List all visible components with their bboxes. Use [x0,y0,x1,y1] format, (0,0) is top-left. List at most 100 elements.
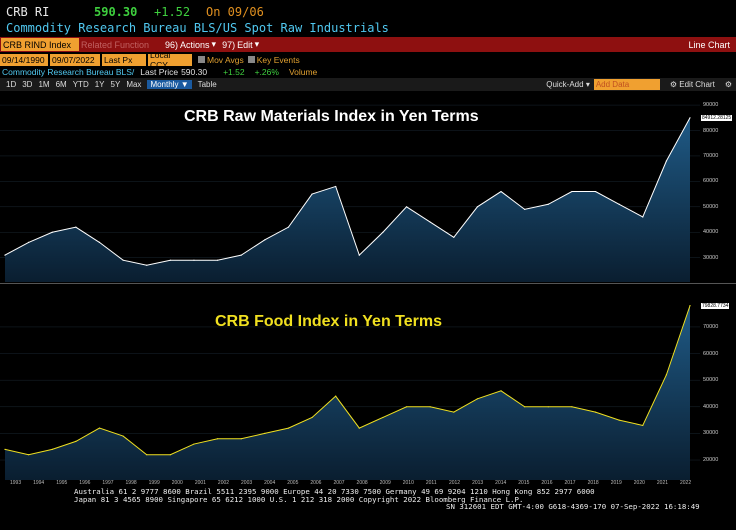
start-date-field[interactable]: 09/14/1990 [0,53,48,66]
x-axis: 1993 1994 1995 1996 1997 1998 1999 2000 2001 2002… [0,480,700,488]
legend-info-row: Commodity Research Bureau BLS/ Last Pric… [0,66,736,78]
security-input[interactable]: CRB RIND Index [1,38,79,51]
data-point [335,185,337,188]
data-point [193,259,195,261]
data-point [665,160,667,162]
y-tick-label: 70000 [703,152,719,159]
x-tick-label: 2019 [610,480,622,486]
raw-materials-chart[interactable] [0,92,700,282]
x-tick-label: 1999 [148,480,160,486]
data-point [51,448,53,450]
x-tick-label: 2013 [472,480,484,486]
actions-menu[interactable]: 96) Actions ▾ [165,39,216,50]
food-y-axis: 70000 60000 50000 40000 30000 20000 79828.7734 [700,285,736,480]
x-tick-label: 2015 [518,480,530,486]
price-field-select[interactable]: Last Px [102,53,146,66]
currency-select[interactable]: Local CCY [148,50,192,70]
data-point [98,241,101,243]
chevron-down-icon: ▼ [180,80,189,89]
y-tick-label: 40000 [703,229,719,236]
data-point [75,440,77,442]
volume-label: Volume [288,67,318,77]
range-button-max[interactable]: Max [126,80,142,89]
x-tick-label: 2004 [264,480,276,486]
data-point [287,226,290,228]
end-date-field[interactable]: 09/07/2022 [50,53,100,66]
key-events-label: Key Events [256,54,300,65]
y-tick-label: 20000 [703,457,719,464]
data-point [169,454,171,456]
footer-session: SN 312601 EDT GMT-4:00 G618-4369-170 07-… [446,502,700,512]
data-point [240,254,242,256]
data-point [453,236,455,238]
x-tick-label: 2006 [310,480,322,486]
data-point [429,221,431,223]
settings-icon[interactable]: ⚙ [724,80,732,89]
data-point [122,259,124,261]
data-point [216,259,219,261]
chevron-down-icon: ▾ [585,80,590,89]
security-description: Commodity Research Bureau BLS/US Spot Ra… [6,21,389,35]
last-price-label: Last Price [140,67,179,77]
range-button-3d[interactable]: 3D [22,80,33,89]
data-point [429,406,431,408]
x-tick-label: 2016 [541,480,553,486]
range-button-1y[interactable]: 1Y [94,80,105,89]
range-button-6m[interactable]: 6M [55,80,67,89]
mov-avgs-toggle[interactable]: Mov Avgs [198,55,244,65]
data-point [524,406,526,408]
food-chart[interactable] [0,285,700,480]
mov-avgs-label: Mov Avgs [207,54,244,65]
parameter-row: 09/14/1990 09/07/2022 Last Px Local CCY … [0,50,736,70]
data-point [642,424,644,427]
range-button-1d[interactable]: 1D [6,80,17,89]
period-select[interactable]: Monthly ▼ [147,80,192,89]
data-point [4,448,6,450]
key-events-toggle[interactable]: Key Events [247,54,300,65]
data-point [665,374,667,376]
x-tick-label: 2014 [495,480,507,486]
edit-menu[interactable]: 97) Edit ▾ [222,39,259,50]
pane-divider[interactable] [0,283,736,284]
x-tick-label: 2011 [425,480,437,486]
y-tick-label: 50000 [703,377,719,384]
data-point [264,432,266,435]
edit-chart-button[interactable]: ⚙ Edit Chart [670,80,715,89]
data-point [28,454,30,456]
range-button-5y[interactable]: 5Y [110,80,121,89]
raw-materials-y-axis: 90000 80000 70000 60000 50000 40000 30000 84912… [700,92,736,282]
add-data-input[interactable]: Add Data [593,79,660,90]
data-point [500,390,502,392]
range-toolbar: 1D 3D 1M 6M YTD 1Y 5Y Max Monthly ▼ Table Quick… [0,78,736,91]
range-button-1m[interactable]: 1M [38,80,50,89]
data-point [594,411,597,413]
data-point [689,117,691,119]
data-point [335,395,337,397]
range-button-ytd[interactable]: YTD [72,80,89,89]
x-tick-label: 2017 [564,480,576,486]
x-tick-label: 2022 [680,480,692,486]
data-point [382,416,384,419]
quick-add-button[interactable]: Quick-Add ▾ [546,80,590,89]
area-fill [5,305,690,480]
x-tick-label: 2003 [241,480,253,486]
checkbox-icon [198,56,205,63]
footer: Australia 61 2 9777 8600 Brazil 5511 239… [0,488,736,530]
data-point [240,438,242,440]
data-point [547,203,549,205]
data-point [405,206,408,208]
area-fill [5,117,690,282]
footer-contacts-1: Australia 61 2 9777 8600 Brazil 5511 239… [74,487,595,496]
data-point [524,208,526,210]
data-point [4,254,6,256]
y-tick-label: 50000 [703,203,719,210]
checkbox-icon [247,56,255,63]
data-point [547,406,549,408]
food-svg [0,305,700,480]
data-point [287,427,290,429]
period-label: Monthly [150,80,179,89]
table-button[interactable]: Table [197,80,217,89]
related-function-hint[interactable]: Related Function [81,39,150,50]
last-value-label: 79828.7734 [701,302,730,309]
data-point [689,305,691,307]
